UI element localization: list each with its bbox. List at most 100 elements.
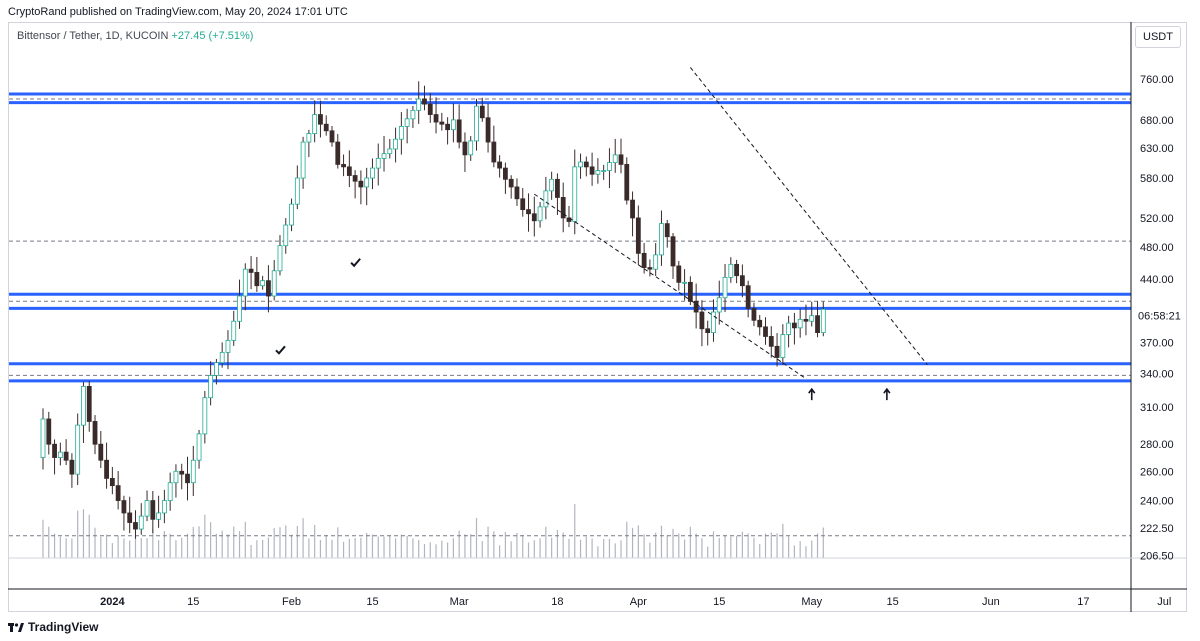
volume-bars <box>42 504 824 558</box>
candle-body <box>173 470 179 484</box>
candle-body <box>607 162 612 171</box>
candle-body <box>81 385 86 426</box>
candle-body <box>375 158 381 169</box>
candle-body <box>410 109 416 120</box>
candle-body <box>433 114 439 123</box>
candle-body <box>398 126 404 140</box>
candle-body <box>138 515 144 530</box>
candle-body <box>427 103 433 115</box>
candle-body <box>531 213 537 222</box>
candle-body <box>277 245 283 272</box>
candle-body <box>462 141 468 156</box>
candle-body <box>387 148 393 155</box>
candle-body <box>352 175 358 182</box>
footer-brand: TradingView <box>28 620 99 634</box>
price-change: +27.45 (+7.51%) <box>171 30 254 42</box>
candle-body <box>219 351 225 364</box>
candle-body <box>364 177 370 188</box>
candle-body <box>416 98 422 111</box>
candle-body <box>809 315 815 322</box>
symbol-name: Bittensor / Tether, 1D, KUCOIN <box>17 30 169 42</box>
candle-body <box>630 199 635 219</box>
candle-body <box>676 265 682 283</box>
candle-body <box>589 166 595 175</box>
candle-body <box>728 263 734 278</box>
candle-body <box>271 270 277 297</box>
candle-body <box>445 123 451 131</box>
candle-body <box>699 311 705 330</box>
price-tick-label: 520.00 <box>1140 213 1174 225</box>
price-tick-label: 630.00 <box>1140 143 1174 155</box>
time-tick-label: Mar <box>450 596 469 608</box>
axes: 840.00760.00680.00630.00580.00520.00480.… <box>8 22 1187 612</box>
candle-body <box>485 117 491 143</box>
candle-body <box>768 336 774 347</box>
price-tick-label: 580.00 <box>1140 173 1174 185</box>
candle-body <box>612 154 618 164</box>
candle-body <box>46 418 52 445</box>
candle-body <box>208 375 214 399</box>
candle-body <box>104 459 109 479</box>
candle-body <box>115 485 121 501</box>
up-arrow-icon <box>883 387 891 401</box>
check-mark-icon <box>350 258 361 268</box>
candle-body <box>780 334 786 358</box>
candle-body <box>144 500 150 517</box>
check-mark-icon <box>275 345 286 355</box>
candle-body <box>774 345 780 358</box>
time-tick-label: Jun <box>982 596 1000 608</box>
candle-body <box>335 141 341 165</box>
candle-body <box>237 295 242 322</box>
candle-body <box>450 119 456 131</box>
candle-body <box>578 161 583 168</box>
currency-button[interactable]: USDT <box>1135 26 1181 48</box>
candle-body <box>109 478 115 487</box>
time-tick-label: 2024 <box>100 596 125 608</box>
candle-body <box>739 275 745 287</box>
candle-body <box>526 209 531 215</box>
time-tick-label: Jul <box>1157 596 1171 608</box>
candle-body <box>248 268 254 273</box>
candle-body <box>196 433 202 461</box>
candle-body <box>502 167 508 180</box>
candle-body <box>763 326 768 337</box>
candle-body <box>190 459 196 484</box>
time-tick-label: 17 <box>1077 596 1089 608</box>
symbol-legend: Bittensor / Tether, 1D, KUCOIN +27.45 (+… <box>17 30 253 42</box>
candle-body <box>456 119 462 143</box>
candle-body <box>653 254 659 270</box>
candle-body <box>474 105 479 142</box>
candle-body <box>121 500 127 514</box>
candle-body <box>150 500 156 520</box>
price-tick-label: 440.00 <box>1140 274 1174 286</box>
countdown-box <box>1134 308 1186 323</box>
candle-body <box>422 98 427 105</box>
candle-body <box>323 123 329 132</box>
candle-body <box>537 206 543 222</box>
price-tick-label: 260.00 <box>1140 466 1174 478</box>
candle-body <box>792 322 797 329</box>
candle-body <box>370 167 375 179</box>
candle-body <box>283 224 289 247</box>
candle-body <box>75 424 81 475</box>
candle-body <box>185 473 190 484</box>
candle-body <box>294 177 300 205</box>
up-arrow-icon <box>808 387 816 401</box>
time-tick-label: Feb <box>282 596 301 608</box>
candle-body <box>92 421 98 445</box>
time-tick-label: 15 <box>187 596 199 608</box>
chart-frame[interactable] <box>8 22 1187 612</box>
price-tick-label: 680.00 <box>1140 115 1174 127</box>
candle-body <box>213 362 219 376</box>
candle-body <box>635 217 641 254</box>
candle-body <box>254 272 260 287</box>
candle-body <box>300 141 306 179</box>
footer: TradingView <box>8 620 98 634</box>
candle-body <box>815 315 820 333</box>
price-tick-label: 760.00 <box>1140 74 1174 86</box>
time-tick-label: 15 <box>887 596 899 608</box>
price-tick-label: 280.00 <box>1140 439 1174 451</box>
candles <box>40 81 826 539</box>
candle-body <box>757 319 763 328</box>
